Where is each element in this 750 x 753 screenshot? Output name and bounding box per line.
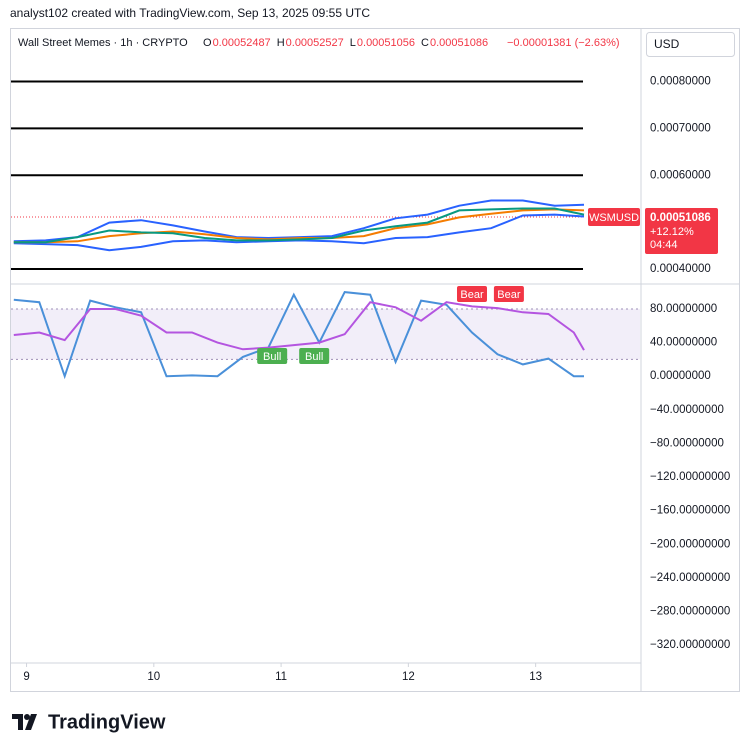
x-tick-label: 11 xyxy=(275,671,287,683)
x-tick-label: 13 xyxy=(529,671,542,683)
y-tick-label: −40.00000000 xyxy=(650,404,724,416)
chart-frame xyxy=(10,28,740,692)
y-tick-label: 0.00070000 xyxy=(650,122,711,134)
series-line xyxy=(13,199,585,243)
signal-tag xyxy=(299,348,330,364)
change: −0.00001381 (−2.63%) xyxy=(507,37,620,49)
ohlc-label: L xyxy=(350,37,356,49)
y-tick-label: −120.00000000 xyxy=(650,471,730,483)
ohlc-value: 0.00052527 xyxy=(286,37,344,49)
y-tick-label: 0.00040000 xyxy=(650,263,711,275)
x-tick-label: 9 xyxy=(23,671,29,683)
instrument: Wall Street Memes · 1h · CRYPTO xyxy=(18,37,188,49)
signal-label: Bear xyxy=(497,289,521,301)
y-tick-label: −160.00000000 xyxy=(650,505,730,517)
signal-tag xyxy=(493,286,524,302)
y-tick-label: 0.00000000 xyxy=(650,370,711,382)
ohlc-label: C xyxy=(421,37,429,49)
ohlc-value: 0.00052487 xyxy=(213,37,271,49)
x-tick-label: 12 xyxy=(402,671,415,683)
signal-label: Bear xyxy=(460,289,484,301)
y-tick-label: 0.00060000 xyxy=(650,169,711,181)
ohlc-label: O xyxy=(203,37,212,49)
y-tick-label: −280.00000000 xyxy=(650,606,730,618)
x-tick-label: 10 xyxy=(147,671,160,683)
y-tick-label: −240.00000000 xyxy=(650,572,730,584)
ohlc-label: H xyxy=(277,37,285,49)
y-tick-label: −200.00000000 xyxy=(650,538,730,550)
last-price: 0.00051086 xyxy=(650,212,711,224)
symbol-tag xyxy=(588,208,640,227)
series-line xyxy=(13,291,584,380)
price-change: +12.12% xyxy=(650,226,694,238)
y-tick-label: −80.00000000 xyxy=(650,437,724,449)
y-tick-label: 80.00000000 xyxy=(650,303,717,315)
logo xyxy=(12,714,37,730)
signal-tag xyxy=(257,348,288,364)
credit: analyst102 created with TradingView.com,… xyxy=(10,6,370,20)
y-tick-label: −320.00000000 xyxy=(650,639,730,651)
signal-tag xyxy=(457,286,487,302)
series-line xyxy=(13,207,585,244)
series-line xyxy=(13,301,585,351)
ohlc-legend: O 0.00052487 H 0.00052527 L 0.00051056 C 0.0005… xyxy=(203,37,488,49)
signal-label: Bull xyxy=(305,351,323,363)
price-tag xyxy=(645,208,718,255)
currency[interactable]: USD xyxy=(654,37,680,51)
brand: TradingView xyxy=(48,711,166,733)
ohlc-value: 0.00051086 xyxy=(430,37,488,49)
ohlc-value: 0.00051056 xyxy=(357,37,415,49)
currency-button[interactable] xyxy=(646,32,735,57)
series-line xyxy=(13,208,585,244)
y-tick-label: 40.00000000 xyxy=(650,337,717,349)
y-tick-label: 0.00080000 xyxy=(650,76,711,88)
symbol: WSMUSD xyxy=(589,212,639,224)
countdown: 04:44 xyxy=(650,239,678,251)
signal-label: Bull xyxy=(263,351,281,363)
